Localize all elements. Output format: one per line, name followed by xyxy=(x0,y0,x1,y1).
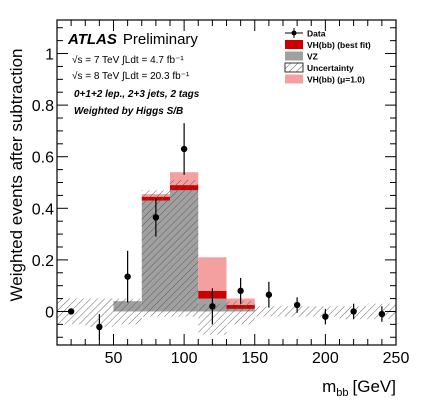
weighting-label: Weighted by Higgs S/B xyxy=(74,106,183,117)
legend-label: Data xyxy=(307,29,326,39)
data-point xyxy=(209,303,216,310)
y-tick-label: 1 xyxy=(45,47,54,64)
legend-label: VZ xyxy=(307,52,318,62)
data-point xyxy=(293,301,301,309)
data-point xyxy=(152,214,160,221)
x-tick-label: 150 xyxy=(241,350,268,367)
data-point xyxy=(322,313,329,320)
x-tick-label: 250 xyxy=(383,350,410,367)
x-axis-label: mbb [GeV] xyxy=(322,377,396,399)
plot-annotations: ATLAS Preliminary √s = 7 TeV ∫Ldt = 4.7 f… xyxy=(67,31,200,117)
uncertainty-segment xyxy=(170,179,199,317)
uncertainty-segment xyxy=(226,301,255,325)
bar-vh-bb-1-0 xyxy=(198,257,227,291)
data-point xyxy=(265,291,273,298)
y-tick-label: 0.8 xyxy=(32,98,54,115)
x-tick-label: 50 xyxy=(105,350,123,367)
legend-label: VH(bb) (best fit) xyxy=(307,40,371,50)
uncertainty-segment xyxy=(254,306,283,317)
atlas-status: Preliminary xyxy=(123,31,199,48)
x-tick-label: 100 xyxy=(171,350,198,367)
legend-swatch xyxy=(285,74,303,84)
x-axis-ticks: 50 100 150 200 250 xyxy=(70,20,410,367)
data-point xyxy=(124,273,131,280)
legend-label: VH(bb) (μ=1.0) xyxy=(307,75,365,85)
lumi-7tev: √s = 7 TeV ∫Ldt = 4.7 fb⁻¹ xyxy=(72,54,184,66)
uncertainty-segment xyxy=(113,298,142,325)
legend-swatch-hatch xyxy=(284,62,304,73)
y-tick-label: 0.2 xyxy=(32,253,54,270)
data-point xyxy=(67,308,75,315)
legend-data-marker xyxy=(291,30,297,36)
lumi-8tev: √s = 8 TeV ∫Ldt = 20.3 fb⁻¹ xyxy=(72,70,190,82)
x-axis-label-unit: [GeV] xyxy=(353,377,396,396)
y-tick-label: 0 xyxy=(45,304,54,321)
x-axis-label-main: m xyxy=(322,377,336,396)
y-tick-label: 0.6 xyxy=(32,150,54,167)
data-point xyxy=(350,308,357,315)
data-point xyxy=(96,323,103,331)
y-axis-ticks: 0 0.2 0.4 0.6 0.8 1 xyxy=(32,27,396,338)
data-point xyxy=(378,310,386,318)
plot-area xyxy=(57,123,396,340)
data-points xyxy=(67,123,386,340)
y-axis-label: Weighted events after subtraction xyxy=(7,49,26,302)
uncertainty-band xyxy=(57,179,396,335)
data-point xyxy=(180,145,188,153)
legend-swatch xyxy=(285,51,303,61)
legend-label: Uncertainty xyxy=(307,63,354,73)
atlas-label: ATLAS xyxy=(67,31,117,48)
x-tick-label: 200 xyxy=(312,350,339,367)
x-axis-label-sub: bb xyxy=(336,387,348,399)
data-point xyxy=(237,287,244,295)
selection-label: 0+1+2 lep., 2+3 jets, 2 tags xyxy=(74,89,200,100)
legend-swatch xyxy=(285,40,303,49)
y-tick-label: 0.4 xyxy=(32,201,54,218)
